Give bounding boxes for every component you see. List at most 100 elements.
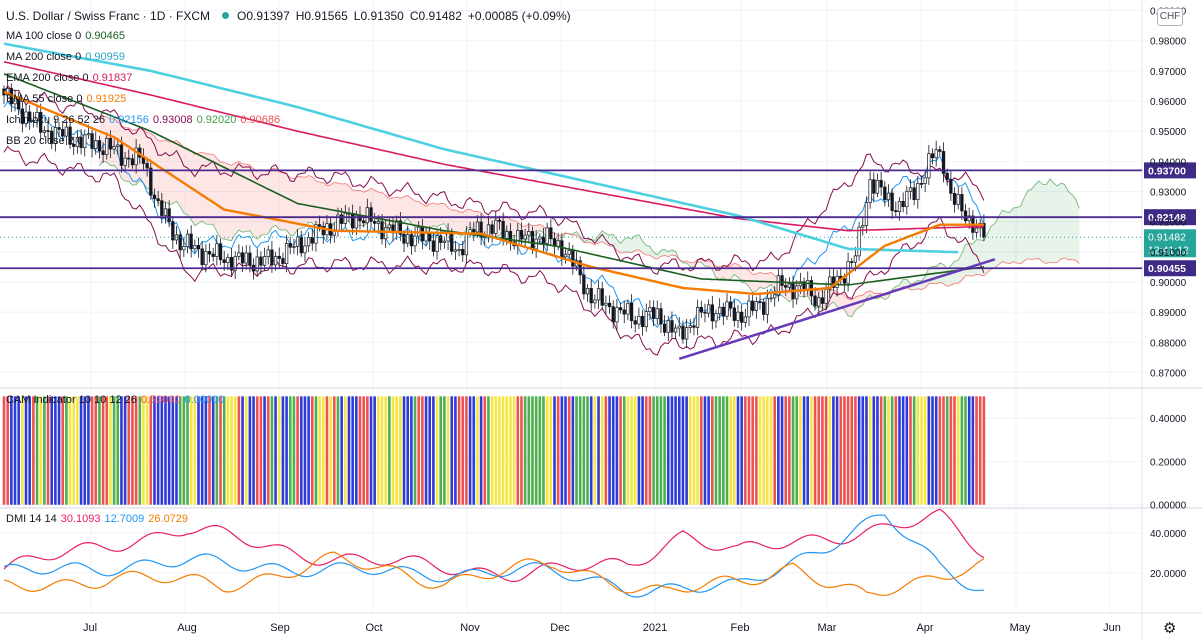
cam-bar [666, 396, 670, 505]
cam-bar [439, 396, 443, 505]
candle [864, 202, 869, 226]
cam-bar [105, 396, 109, 505]
level-label-0: 0.93700 [1148, 165, 1186, 177]
candle [710, 304, 714, 322]
cam-bar [571, 396, 575, 505]
ichimoku-cloud-seg [451, 210, 456, 234]
cam-bar [538, 396, 542, 505]
ichimoku-cloud-seg [114, 118, 118, 170]
cam-bar [285, 396, 288, 505]
cam-bar [384, 396, 387, 505]
ichimoku-cloud-seg [271, 168, 276, 228]
legend-cam[interactable]: CAM Indicator 10 10 12 26 0.50000 0.00000 [6, 393, 228, 407]
candle [956, 194, 960, 205]
legend-bb[interactable]: BB 20 close 2 0 [6, 134, 87, 148]
cam-bar [377, 396, 380, 505]
cam-bar [373, 396, 376, 505]
candle [842, 278, 847, 284]
cam-bar [340, 396, 343, 505]
ichimoku-cloud-seg [385, 195, 390, 231]
candle [127, 157, 131, 160]
cam-bar [241, 396, 244, 505]
cam-bar [281, 396, 285, 505]
ohlc-change: +0.00085 (+0.09%) [467, 9, 571, 23]
ichimoku-cloud-seg [690, 262, 694, 268]
cam-bar [700, 396, 703, 505]
price-tick-9: 0.90000 [1150, 278, 1187, 289]
candle [754, 301, 758, 311]
cam-bar [325, 396, 329, 505]
legend-ema200[interactable]: EMA 200 close 0 0.91837 [6, 71, 136, 85]
ichimoku-cloud-seg [224, 162, 228, 240]
cam-bar [509, 396, 512, 505]
symbol-title[interactable]: U.S. Dollar / Swiss Franc · 1D · FXCM [6, 9, 211, 23]
candle [79, 137, 83, 149]
legend-ema55[interactable]: EMA 55 close 0 0.91925 [6, 92, 130, 106]
cam-bar [182, 396, 186, 505]
candle [259, 256, 263, 266]
ichimoku-cloud-seg [249, 164, 254, 237]
legend-ma200[interactable]: MA 200 close 0 0.90959 [6, 50, 129, 64]
cam-bar [901, 396, 905, 505]
cam-tick-1: 0.20000 [1150, 457, 1187, 468]
candle [406, 234, 410, 244]
cam-bar [197, 396, 200, 505]
ichimoku-cloud-seg [1013, 207, 1017, 263]
cam-bar [575, 396, 578, 505]
time-tick-mar: Mar [818, 622, 837, 634]
ema55-line [3, 90, 984, 296]
cam-bar [633, 396, 637, 505]
currency-badge[interactable]: CHF [1157, 8, 1183, 26]
settings-gear-icon[interactable]: ⚙ [1163, 620, 1177, 637]
dmi-minus-line [3, 551, 985, 596]
cam-bar [501, 396, 505, 505]
cam-bar [927, 396, 931, 505]
candle [57, 127, 61, 130]
candle [934, 149, 938, 159]
candle [343, 212, 347, 224]
candle [130, 158, 135, 166]
candle [762, 301, 766, 315]
cam-bar [791, 396, 795, 505]
cam-bar [432, 396, 435, 505]
cam-bar [402, 396, 406, 505]
dmi-tick-1: 20.0000 [1150, 569, 1187, 580]
ichimoku-cloud-seg [286, 174, 291, 236]
candle [101, 150, 105, 155]
candle [413, 235, 417, 247]
cam-bar [523, 396, 527, 505]
candle [692, 325, 696, 328]
cam-bar [971, 396, 975, 505]
ichimoku-cloud-seg [213, 154, 217, 232]
candle [13, 97, 17, 105]
ichimoku-cloud-seg [884, 294, 889, 300]
candle [35, 111, 39, 121]
last-price-badge [1144, 229, 1196, 258]
cam-bar [714, 396, 718, 505]
ichimoku-cloud-seg [312, 176, 316, 229]
legend-ema200-value: 0.91837 [92, 72, 133, 84]
candle [901, 201, 905, 208]
cam-bar [626, 396, 630, 505]
cam-bar [248, 396, 252, 505]
cam-bar [711, 396, 714, 505]
legend-dmi[interactable]: DMI 14 14 30.1093 12.7009 26.0729 [6, 512, 192, 526]
candle [861, 225, 865, 228]
legend-ichimoku[interactable]: Ichimoku 9 26 52 26 0.92156 0.93008 0.92020… [6, 113, 284, 127]
cam-bar [567, 396, 571, 505]
ichimoku-cloud-seg [158, 140, 162, 204]
candle [857, 226, 861, 257]
legend-ichimoku-lead-a: 0.92020 [196, 114, 237, 126]
cam-bar [244, 396, 248, 505]
cam-bar [164, 396, 167, 505]
cam-bar [116, 396, 120, 505]
level-badge-1 [1144, 209, 1196, 226]
candle [420, 226, 425, 242]
candle [398, 220, 403, 235]
level-label-2: 0.90455 [1148, 263, 1186, 275]
cam-bar [945, 396, 949, 505]
ichimoku-cloud-seg [187, 148, 192, 220]
legend-ma100[interactable]: MA 100 close 0 0.90465 [6, 29, 129, 43]
